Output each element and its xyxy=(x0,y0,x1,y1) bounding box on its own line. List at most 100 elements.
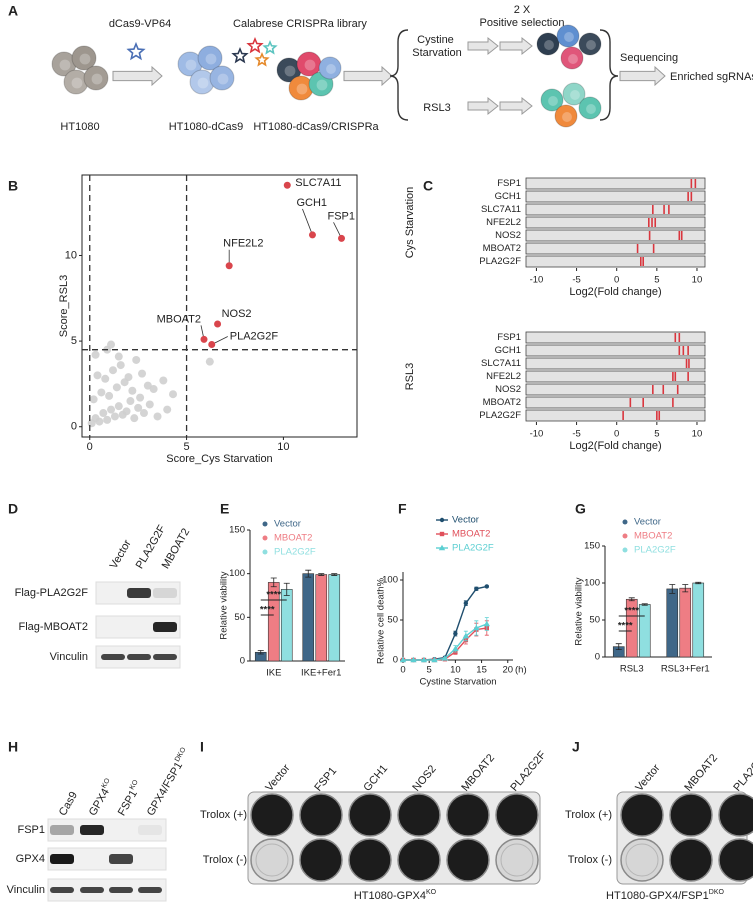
row-label: PLA2G2F xyxy=(479,256,521,267)
cell-nucleus xyxy=(586,104,596,114)
row-label: Trolox (-) xyxy=(203,854,247,866)
cell xyxy=(536,32,560,56)
legend-label: MBOAT2 xyxy=(634,531,672,542)
well xyxy=(250,793,294,837)
legend-label: PLA2G2F xyxy=(274,547,316,558)
column-label: MBOAT2 xyxy=(682,752,720,794)
legend-label: PLA2G2F xyxy=(452,543,494,554)
row-label: Vinculin xyxy=(7,884,45,896)
background-point xyxy=(124,373,133,382)
background-point xyxy=(149,385,158,394)
x-tick-label: 10 xyxy=(692,429,703,440)
arm-label: RSL3 xyxy=(423,102,451,114)
row-label: NOS2 xyxy=(495,384,521,395)
row-label: GCH1 xyxy=(495,191,521,202)
well xyxy=(620,838,664,882)
x-tick-label: 10 xyxy=(277,441,289,453)
background-point xyxy=(95,417,104,426)
background-point xyxy=(169,390,178,399)
highlight-point xyxy=(283,181,291,189)
marker xyxy=(462,632,470,639)
series-line xyxy=(403,585,487,661)
strip-row xyxy=(525,396,706,409)
marker xyxy=(438,544,446,551)
x-tick-label: 5 xyxy=(654,275,659,286)
step-label: Sequencing xyxy=(620,52,678,64)
column-label-main: Cas9 xyxy=(57,790,80,818)
blot-band xyxy=(50,825,74,835)
point-label: GCH1 xyxy=(296,197,327,209)
well xyxy=(299,793,343,837)
cell xyxy=(578,32,602,56)
plate-caption: HT1080-GPX4/FSP1DKO xyxy=(606,889,724,902)
row-label: NFE2L2 xyxy=(486,217,521,228)
background-point xyxy=(132,355,141,364)
error-bar xyxy=(628,597,635,602)
cell-nucleus xyxy=(548,96,558,106)
brace xyxy=(599,29,619,121)
blot-band xyxy=(153,654,177,660)
arrow xyxy=(112,65,163,87)
marker xyxy=(484,584,490,589)
row-label: Flag-PLA2G2F xyxy=(15,587,89,599)
y-tick-label: 5 xyxy=(71,335,77,347)
column-label: PLA2G2F xyxy=(731,749,753,794)
strip-row xyxy=(525,357,706,370)
background-point xyxy=(136,393,145,402)
x-tick-label: 5 xyxy=(184,441,190,453)
strip-row xyxy=(525,216,706,229)
x-tick-label: RSL3+Fer1 xyxy=(661,664,710,675)
strip-row xyxy=(525,203,706,216)
x-tick-label: 0 xyxy=(400,665,405,676)
y-tick-label: 100 xyxy=(229,568,245,579)
cell-nucleus xyxy=(316,79,328,91)
arm-label-line: Cystine xyxy=(417,34,457,46)
strip-row xyxy=(525,409,706,422)
background-point xyxy=(143,381,152,390)
marker xyxy=(474,586,479,591)
column-label: FSP1KO xyxy=(115,779,145,818)
cell-nucleus xyxy=(568,54,578,64)
plate-caption-sup: DKO xyxy=(709,889,725,896)
well xyxy=(718,838,753,882)
well xyxy=(397,793,441,837)
background-point xyxy=(101,374,110,383)
highlight-point xyxy=(225,262,233,270)
strip-row xyxy=(525,344,706,357)
step-label: Positive selection xyxy=(480,17,565,29)
x-tick-label: RSL3 xyxy=(620,664,644,675)
x-tick-label: 10 xyxy=(692,275,703,286)
legend-label: MBOAT2 xyxy=(452,529,490,540)
cell-nucleus xyxy=(586,40,596,50)
x-axis-label: Cystine Starvation xyxy=(419,677,496,688)
cell-nucleus xyxy=(91,73,103,85)
background-point xyxy=(93,371,102,380)
x-axis-label: Log2(Fold change) xyxy=(569,440,661,452)
row-label: MBOAT2 xyxy=(483,397,521,408)
background-point xyxy=(91,350,100,359)
marker xyxy=(622,533,628,539)
star xyxy=(126,41,146,61)
cell-nucleus xyxy=(205,53,217,65)
column-label-main: GPX4 xyxy=(87,787,112,818)
background-point xyxy=(153,412,162,421)
blot-band xyxy=(50,854,74,864)
row-label: PLA2G2F xyxy=(479,410,521,421)
column-label: GPX4/FSP1DKO xyxy=(144,746,193,818)
panel-letter: G xyxy=(575,501,586,517)
error-bar xyxy=(695,581,702,585)
row-label: Vinculin xyxy=(50,651,88,663)
row-label: Trolox (-) xyxy=(568,854,612,866)
highlight-point xyxy=(308,231,316,239)
leader-line xyxy=(302,208,313,236)
arrow xyxy=(619,65,666,87)
bar xyxy=(302,573,315,662)
background-point xyxy=(110,412,119,421)
well xyxy=(299,838,343,882)
brace xyxy=(389,29,409,121)
x-tick-label: -5 xyxy=(572,275,580,286)
row-label: FSP1 xyxy=(497,178,521,189)
background-point xyxy=(130,414,139,423)
y-tick-label: 50 xyxy=(589,615,600,626)
